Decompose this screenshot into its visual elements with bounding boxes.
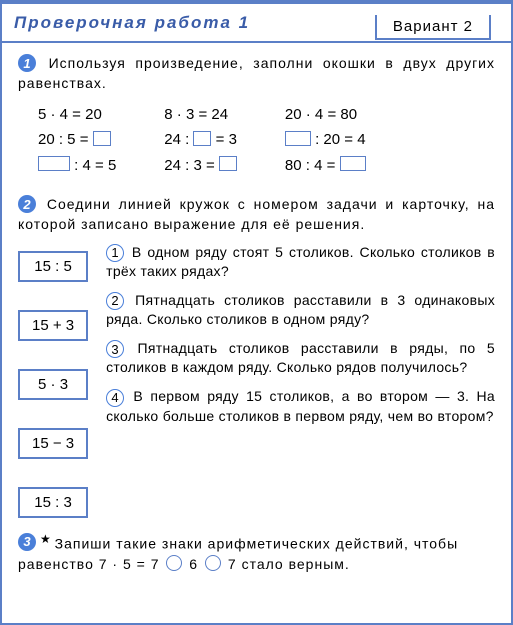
eq-row: : 4 = 5	[38, 153, 116, 179]
eq-row: 20 : 5 =	[38, 127, 116, 153]
problem-text: В первом ряду 15 столиков, а во втором —…	[106, 388, 495, 423]
eq-text: : 20 = 4	[311, 131, 366, 148]
expression-card[interactable]: 15 − 3	[18, 428, 88, 459]
problem-item: 4 В первом ряду 15 столиков, а во втором…	[106, 387, 495, 425]
expression-card[interactable]: 15 + 3	[18, 310, 88, 341]
problem-number[interactable]: 1	[106, 244, 124, 262]
problem-text: Пятнадцать столиков расставили в ряды, п…	[106, 340, 495, 375]
expression-card[interactable]: 15 : 5	[18, 251, 88, 282]
eq-row: 5 · 4 = 20	[38, 102, 116, 128]
blank-box[interactable]	[219, 156, 237, 171]
expression-card[interactable]: 15 : 3	[18, 487, 88, 518]
task-number-1: 1	[18, 54, 36, 72]
eq-row: 8 · 3 = 24	[164, 102, 237, 128]
eq-text: 80 : 4 =	[285, 157, 340, 174]
expr-part: 7 · 5 = 7	[99, 556, 160, 572]
eq-text: 20 : 5 =	[38, 131, 93, 148]
blank-box[interactable]	[38, 156, 70, 171]
task2-prompt: Соедини линией кружок с номером задачи и…	[18, 196, 495, 232]
task-number-2: 2	[18, 195, 36, 213]
eq-text: 24 :	[164, 131, 193, 148]
blank-box[interactable]	[285, 131, 311, 146]
eq-text: = 3	[211, 131, 236, 148]
expr-part: 6	[189, 556, 198, 572]
expression-card[interactable]: 5 · 3	[18, 369, 88, 400]
task3-prompt-b: стало верным.	[242, 556, 350, 572]
blank-box[interactable]	[193, 131, 211, 146]
problem-item: 2 Пятнадцать столиков расставили в 3 оди…	[106, 291, 495, 329]
blank-circle[interactable]	[205, 555, 221, 571]
eq-row: 80 : 4 =	[285, 153, 366, 179]
eq-text: : 4 = 5	[70, 157, 116, 174]
problem-number[interactable]: 3	[106, 340, 124, 358]
star-icon: ★	[40, 532, 51, 546]
eq-text: 24 : 3 =	[164, 157, 219, 174]
eq-row: 24 : 3 =	[164, 153, 237, 179]
task3-expression: 7 · 5 = 7 6 7	[99, 556, 242, 572]
problem-item: 1 В одном ряду стоят 5 столиков. Сколько…	[106, 243, 495, 281]
page-title: Проверочная работа 1	[14, 13, 250, 33]
problem-number[interactable]: 2	[106, 292, 124, 310]
eq-row: 24 : = 3	[164, 127, 237, 153]
blank-circle[interactable]	[166, 555, 182, 571]
problem-text: В одном ряду стоят 5 столиков. Сколько с…	[106, 244, 495, 279]
variant-box: Вариант 2	[375, 15, 491, 40]
eq-row: 20 · 4 = 80	[285, 102, 366, 128]
problem-item: 3 Пятнадцать столиков расставили в ряды,…	[106, 339, 495, 377]
blank-box[interactable]	[340, 156, 366, 171]
task1-equations: 5 · 4 = 20 20 : 5 = : 4 = 5 8 · 3 = 24 2…	[18, 102, 495, 179]
blank-box[interactable]	[93, 131, 111, 146]
task-number-3: 3	[18, 533, 36, 551]
expr-part: 7	[228, 556, 237, 572]
eq-row: : 20 = 4	[285, 127, 366, 153]
problem-text: Пятнадцать столиков расставили в 3 одина…	[106, 292, 495, 327]
problem-number[interactable]: 4	[106, 389, 124, 407]
task1-prompt: Используя произведение, заполни окошки в…	[18, 55, 495, 91]
